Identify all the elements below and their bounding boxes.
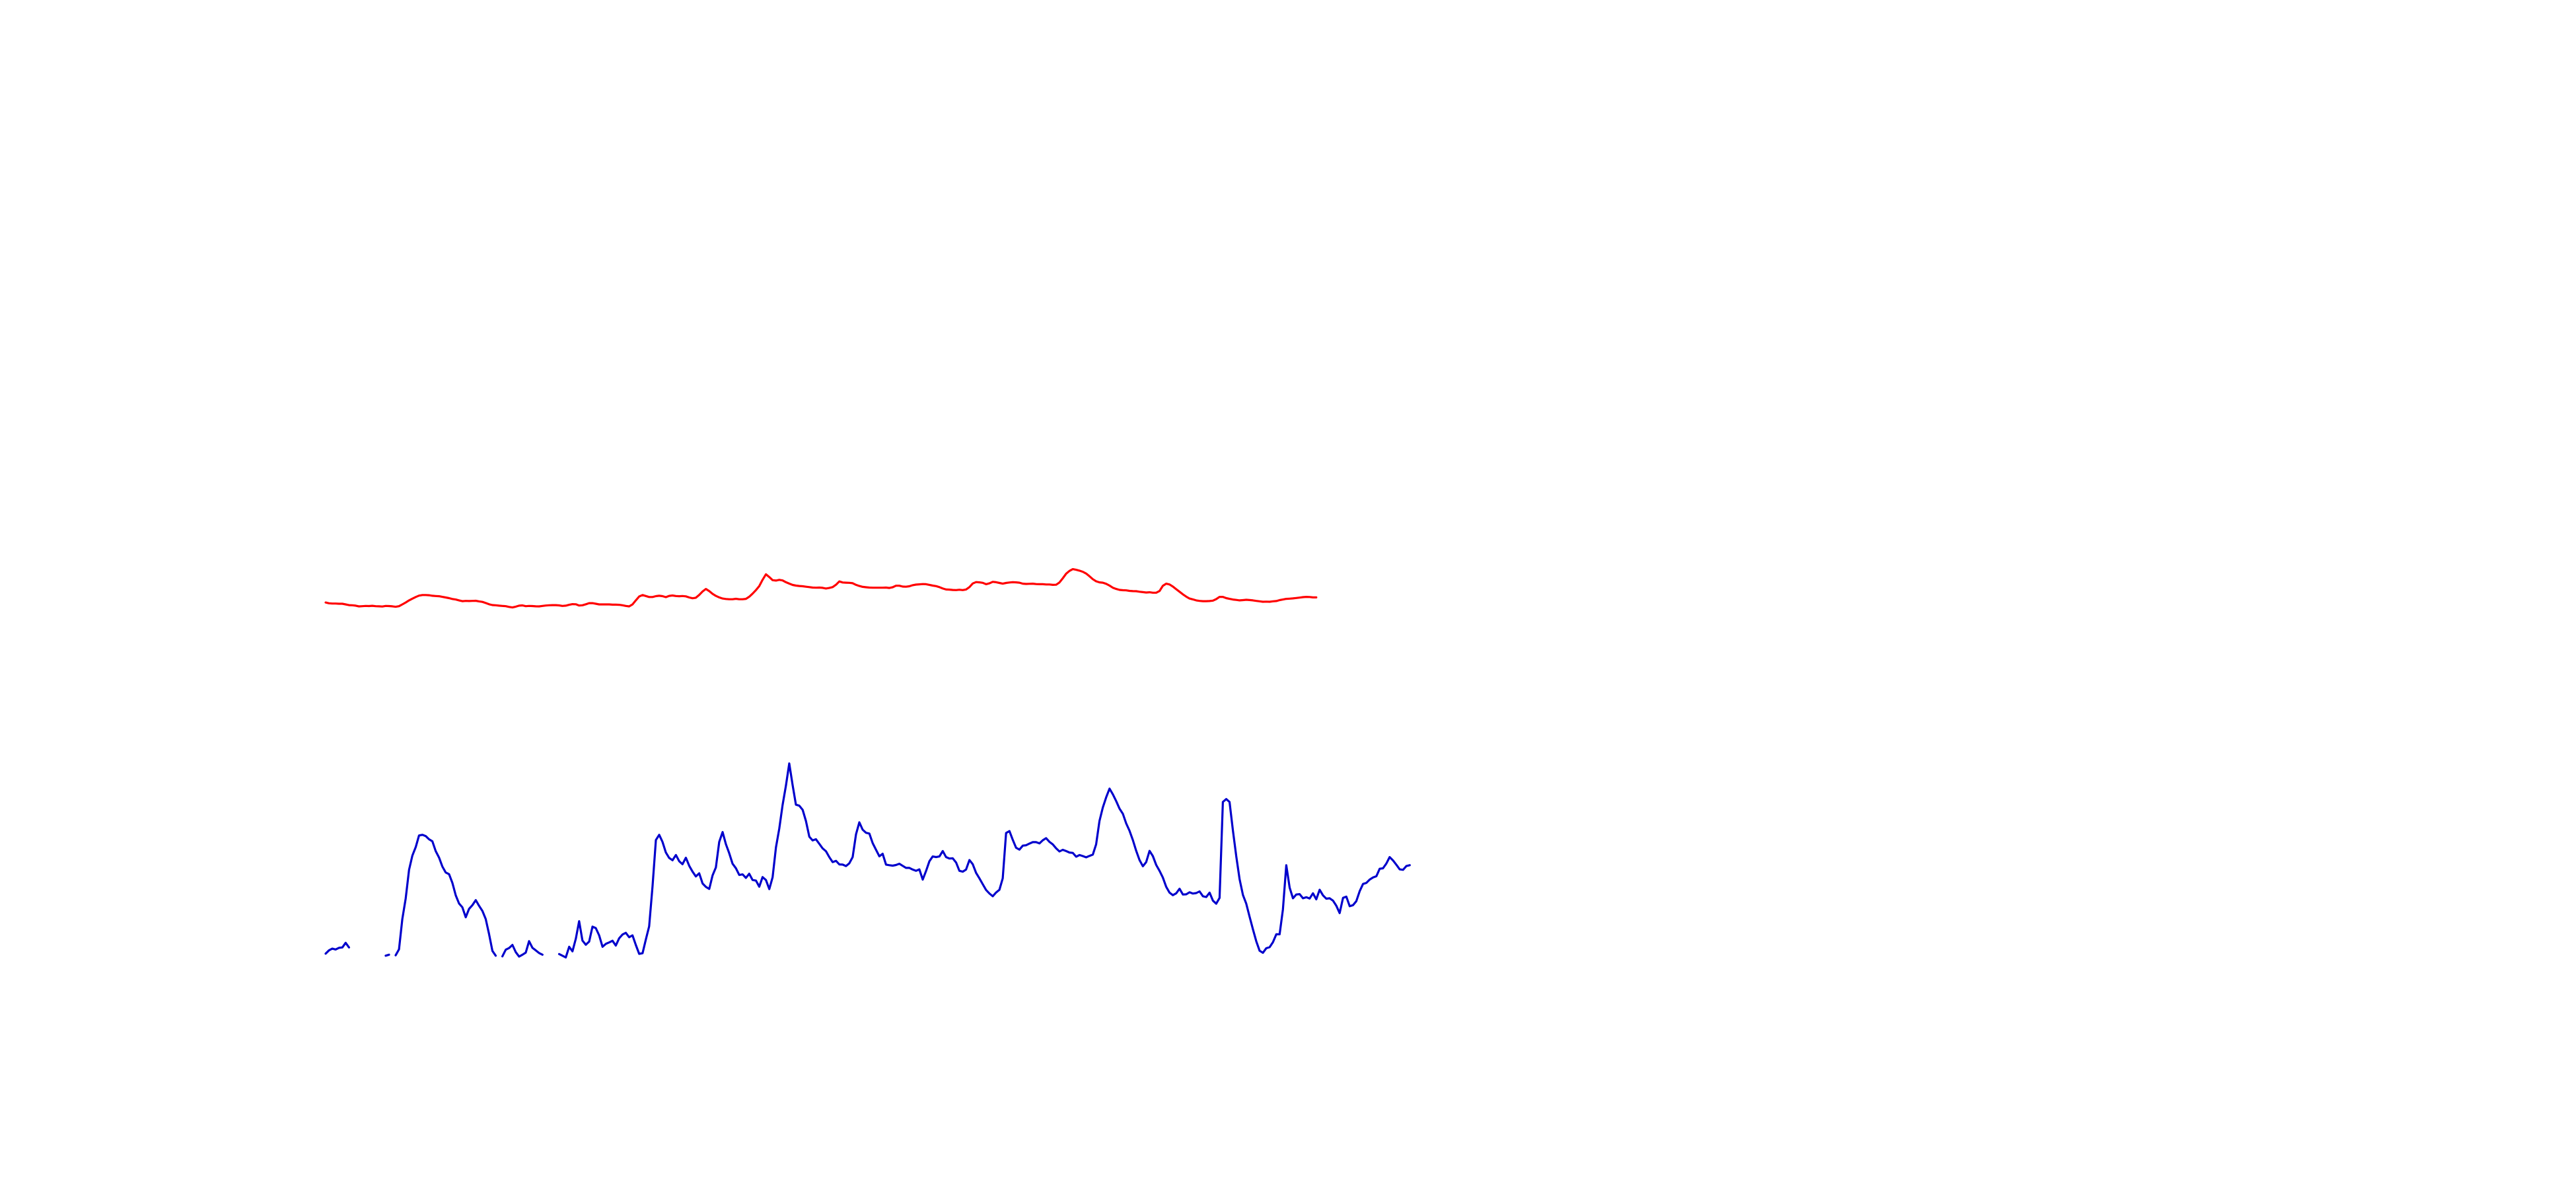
plot-area <box>324 568 1411 958</box>
series-1-line <box>324 568 1318 609</box>
series-2-line <box>324 762 1411 958</box>
